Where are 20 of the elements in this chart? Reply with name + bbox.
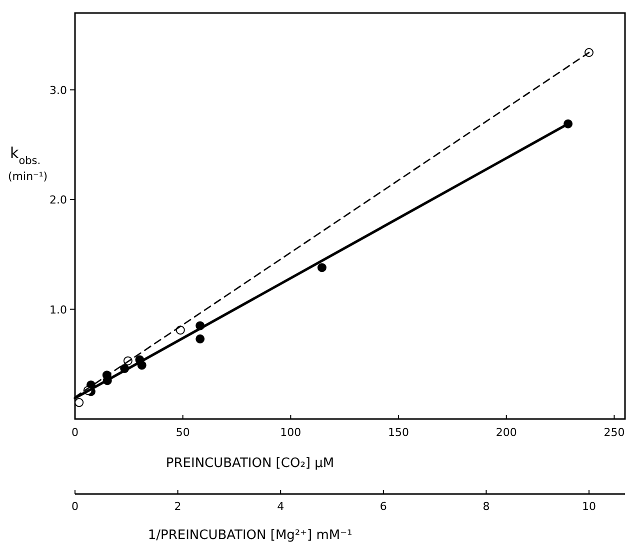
x-tick-label: 0 [72, 426, 78, 439]
x-tick-label: 200 [496, 426, 517, 439]
y-tick-label: 3.0 [50, 84, 67, 97]
x2-tick-label: 4 [277, 500, 284, 513]
point [317, 263, 326, 272]
x-tick-label: 150 [388, 426, 410, 439]
x2-tick-label: 8 [482, 500, 490, 513]
x2-tick-label: 10 [582, 500, 596, 513]
y-tick-label: 2.0 [50, 194, 67, 207]
x2-tick-label: 0 [72, 500, 78, 513]
x-tick-label: 250 [604, 426, 625, 439]
x-tick-label: 100 [280, 426, 302, 439]
x2-tick-label: 2 [174, 500, 182, 513]
x2-tick-label: 6 [380, 500, 387, 513]
x-tick-label: 50 [176, 426, 190, 439]
x2-axis-title: 1/PREINCUBATION [Mg²⁺] mM⁻¹ [148, 528, 352, 543]
y-tick-label: 1.0 [50, 303, 67, 316]
y-axis-title: k$_{obs.}$ (min⁻¹) [8, 144, 48, 183]
point [196, 334, 205, 344]
x-axis-title: PREINCUBATION [CO₂] μM [166, 456, 334, 471]
